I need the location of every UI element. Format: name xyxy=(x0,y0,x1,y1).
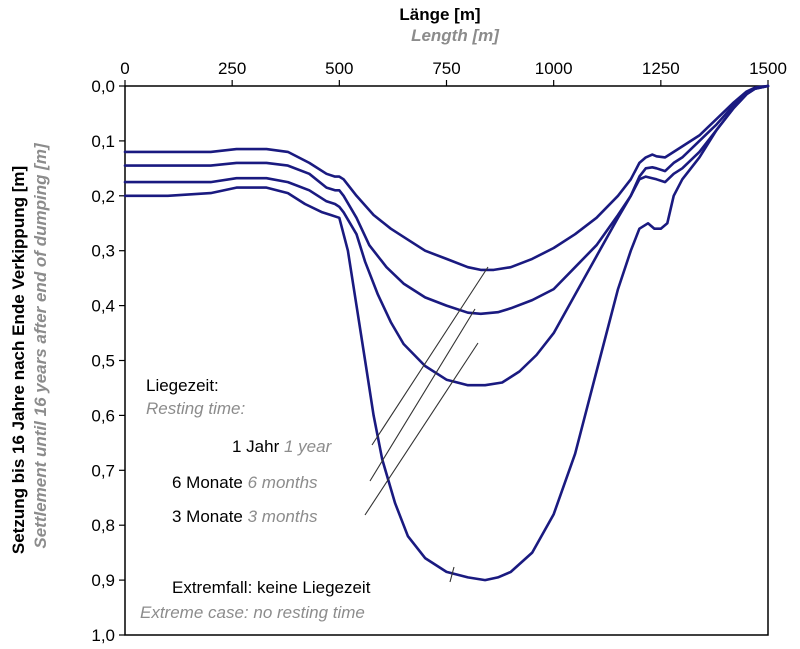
x-tick-label: 750 xyxy=(432,59,460,78)
y-tick-label: 0,7 xyxy=(91,461,115,480)
y-tick-label: 0,5 xyxy=(91,352,115,371)
leader-line-6-months xyxy=(369,308,476,482)
series-line-extreme xyxy=(123,84,770,582)
y-tick-label: 1,0 xyxy=(91,626,115,645)
x-axis-title: Länge [m] xyxy=(399,5,480,24)
y-tick-label: 0,8 xyxy=(91,516,115,535)
series-line-1-year xyxy=(123,84,770,272)
label-6-months: 6 Monate 6 months xyxy=(172,473,318,492)
y-tick-label: 0,0 xyxy=(91,77,115,96)
series-line-3-months xyxy=(123,84,770,387)
x-tick-label: 1250 xyxy=(642,59,680,78)
label-extreme-en: Extreme case: no resting time xyxy=(140,603,365,622)
leader-line-extreme xyxy=(449,566,455,583)
x-axis-title-en: Length [m] xyxy=(411,26,500,45)
y-tick-label: 0,6 xyxy=(91,406,115,425)
x-tick-label: 250 xyxy=(218,59,246,78)
y-tick-label: 0,9 xyxy=(91,571,115,590)
series-line-6-months xyxy=(123,84,770,316)
plot-frame xyxy=(124,85,769,636)
y-tick-label: 0,4 xyxy=(91,297,115,316)
label-extreme: Extremfall: keine Liegezeit xyxy=(172,578,371,597)
legend-title-en: Resting time: xyxy=(146,399,245,418)
leader-line-3-months xyxy=(364,342,479,516)
label-3-months: 3 Monate 3 months xyxy=(172,507,318,526)
series-layer xyxy=(123,84,770,582)
y-axis-title-en: Settlement until 16 years after end of d… xyxy=(31,142,50,549)
y-tick-group: 0,0 0,1 0,2 0,3 0,4 0,5 0,6 0,7 0,8 0,9 1,0 xyxy=(91,77,125,645)
y-axis-title: Setzung bis 16 Jahre nach Ende Verkippun… xyxy=(9,166,28,554)
x-tick-label: 1500 xyxy=(749,59,787,78)
x-tick-group: 0 250 500 750 1000 1250 1500 xyxy=(120,59,787,86)
y-tick-label: 0,3 xyxy=(91,242,115,261)
y-tick-label: 0,1 xyxy=(91,132,115,151)
label-1-year: 1 Jahr 1 year xyxy=(232,437,333,456)
x-tick-label: 1000 xyxy=(535,59,573,78)
legend-title: Liegezeit: xyxy=(146,376,219,395)
leader-line-1-year xyxy=(371,266,489,446)
y-tick-label: 0,2 xyxy=(91,187,115,206)
x-tick-label: 0 xyxy=(120,59,129,78)
x-tick-label: 500 xyxy=(325,59,353,78)
